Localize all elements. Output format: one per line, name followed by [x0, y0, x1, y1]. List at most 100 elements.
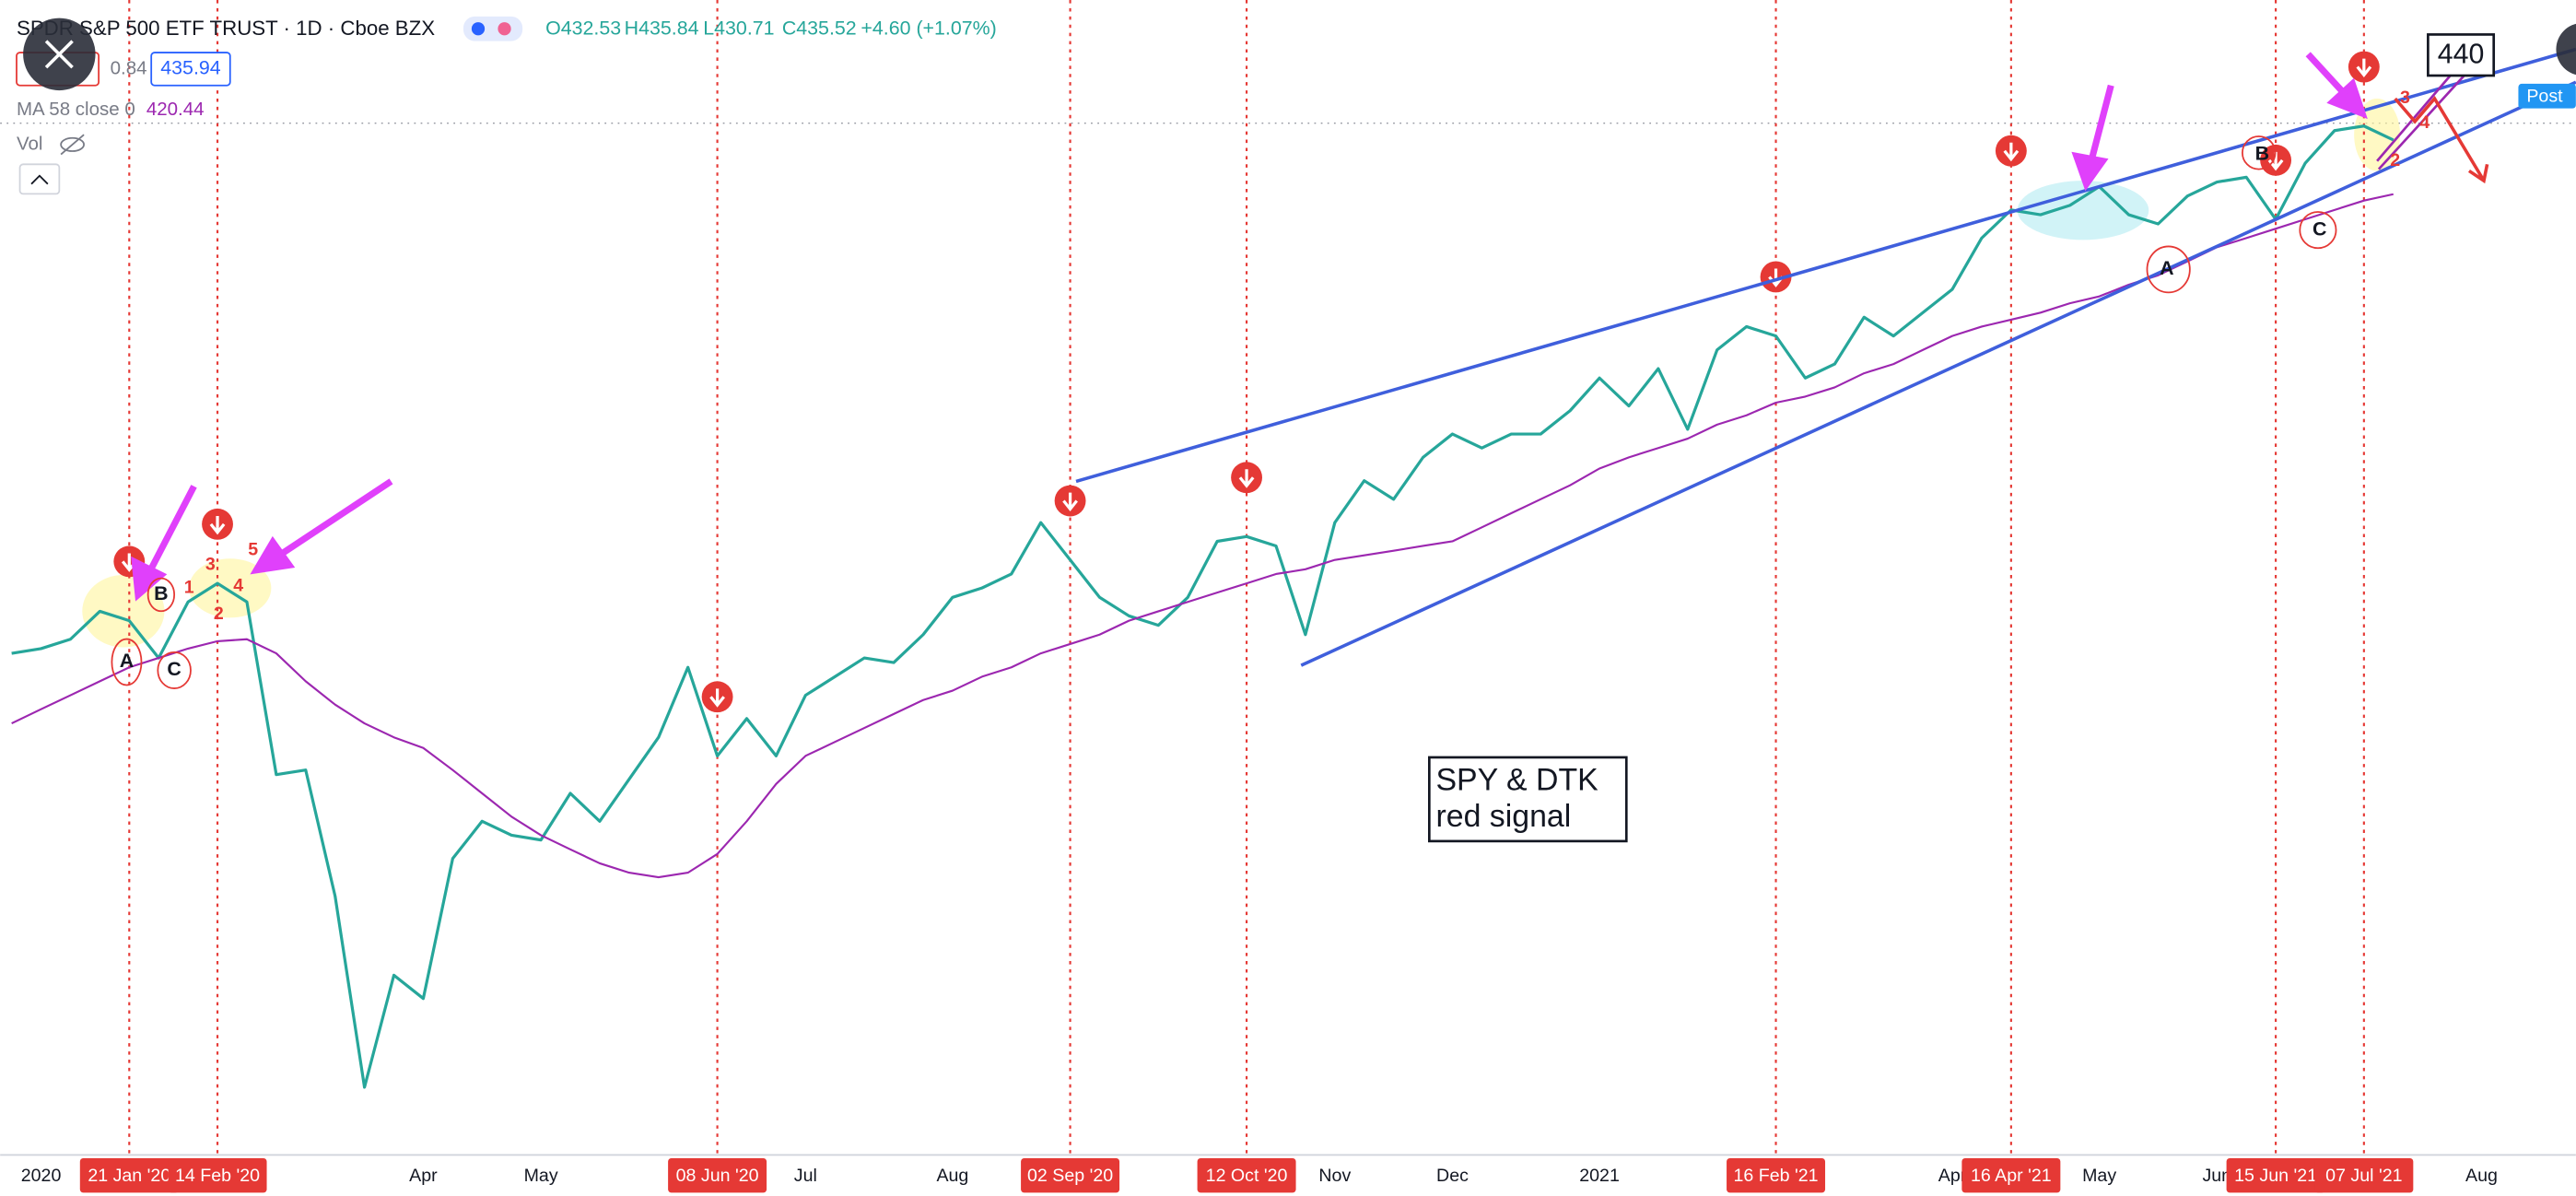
ma-legend: MA 58 close 0 [17, 99, 135, 120]
projection-head [2467, 163, 2489, 184]
note-box [1427, 756, 1628, 843]
close-icon [44, 40, 74, 69]
wave-number: 2 [214, 604, 224, 624]
signal-date-box [1197, 1157, 1296, 1193]
post-badge [2518, 83, 2576, 109]
wave-label: C [2313, 217, 2326, 240]
trend-line [1300, 80, 2576, 667]
volume-legend: Vol [17, 133, 42, 154]
arrows [131, 52, 2368, 602]
eye-icon [60, 136, 85, 152]
post-label: Post [2526, 86, 2563, 106]
circle [2242, 135, 2277, 170]
wave-number: 4 [233, 576, 243, 596]
signal-date-label: 15 Jun '21 [2234, 1166, 2317, 1186]
ohlc-close: C435.52 [782, 18, 857, 40]
wave-number: 5 [248, 539, 258, 559]
ohlc-low: L430.71 [703, 18, 774, 40]
arrow-head [2326, 77, 2368, 120]
ask: 435.94 [160, 57, 220, 79]
signal-arrow [709, 688, 725, 708]
wave-number: 3 [205, 555, 216, 575]
status-icon [498, 22, 511, 36]
x-tick-label: Apr [409, 1166, 438, 1186]
wave-label: A [2160, 257, 2173, 279]
x-tick-label: Jul [794, 1166, 817, 1186]
signal-date-label: 02 Sep '20 [1027, 1166, 1113, 1186]
signal-date-label: 14 Feb '20 [175, 1166, 260, 1186]
arrow [145, 485, 197, 577]
plot [11, 0, 2395, 1155]
signal-arrow [2003, 142, 2020, 162]
wave-number: 2 [2390, 150, 2400, 170]
highlight [2017, 181, 2149, 240]
wave-number: 3 [2400, 88, 2410, 108]
projection [2394, 95, 2486, 182]
trend-line [1075, 47, 2576, 484]
x-tick-label: May [524, 1166, 558, 1186]
circle [111, 638, 143, 686]
ma-value: 420.44 [146, 99, 205, 120]
signal-arrow [1238, 469, 1255, 488]
wave-number: 1 [184, 577, 194, 597]
x-tick-label: Dec [1436, 1166, 1469, 1186]
arrow-head [250, 535, 296, 575]
collapse-button[interactable] [18, 163, 61, 195]
wave-label: B [2255, 142, 2269, 164]
arrow [277, 478, 393, 558]
x-tick-label: Aug [936, 1166, 968, 1186]
price-line [11, 124, 2395, 1089]
arrow [2305, 52, 2348, 98]
x-tick-label: Apr [1938, 1166, 1967, 1186]
signal-date-box [1961, 1157, 2061, 1193]
signal-date-box [668, 1157, 767, 1193]
signal-date-box [2226, 1157, 2325, 1193]
x-tick-label: Jun [2202, 1166, 2231, 1186]
wave-label: A [120, 650, 134, 672]
x-tick-label: 2021 [1579, 1166, 1620, 1186]
spread: 0.84 [111, 57, 147, 78]
signal-arrow [209, 515, 226, 535]
circle [157, 651, 192, 689]
arrow-head [131, 556, 168, 602]
wave-label: C [167, 658, 181, 680]
arrow [2088, 84, 2114, 162]
signal-date-box [1727, 1157, 1826, 1193]
x-tick-label: Aug [2465, 1166, 2498, 1186]
signal-date-box [168, 1157, 267, 1193]
signal-date-box [2314, 1157, 2414, 1193]
ohlc-high: H435.84 [625, 18, 699, 40]
label-circles [111, 135, 2337, 689]
arrow-head [2071, 151, 2109, 192]
note-text: SPY & DTK [1435, 763, 1598, 798]
collapse-icon [30, 174, 49, 185]
x-tick-label: 2020 [21, 1166, 62, 1186]
ask-box [150, 52, 231, 87]
eye-icon-slash [60, 134, 85, 156]
circle [2299, 211, 2337, 250]
circle [146, 577, 176, 613]
x-tick-label: Nov [1318, 1166, 1351, 1186]
ohlc-change: +4.60 (+1.07%) [861, 18, 996, 40]
target-label: 440 [2438, 40, 2485, 70]
wave-number: 4 [2419, 112, 2430, 133]
wave-label: B [154, 582, 168, 604]
side-button[interactable] [2556, 23, 2576, 76]
axis-labels: 2020 Apr May Jul Aug Nov Dec 2021 Apr May Jun Aug 21… [21, 1157, 2498, 1193]
note-text: red signal [1435, 799, 1571, 834]
signal-date-label: 07 Jul '21 [2325, 1166, 2402, 1186]
signal-date-box [79, 1157, 179, 1193]
highlight [189, 558, 272, 618]
signal-arrow [2356, 58, 2372, 78]
signal-date-label: 12 Oct '20 [1206, 1166, 1288, 1186]
signal-date-box [1021, 1157, 1120, 1193]
status-icon [471, 22, 486, 36]
signal-arrow [1062, 492, 1078, 512]
signal-date-label: 21 Jan '20 [88, 1166, 170, 1186]
signal-date-label: 08 Jun '20 [676, 1166, 759, 1186]
x-tick-label: May [2082, 1166, 2116, 1186]
ma-line [11, 193, 2394, 879]
